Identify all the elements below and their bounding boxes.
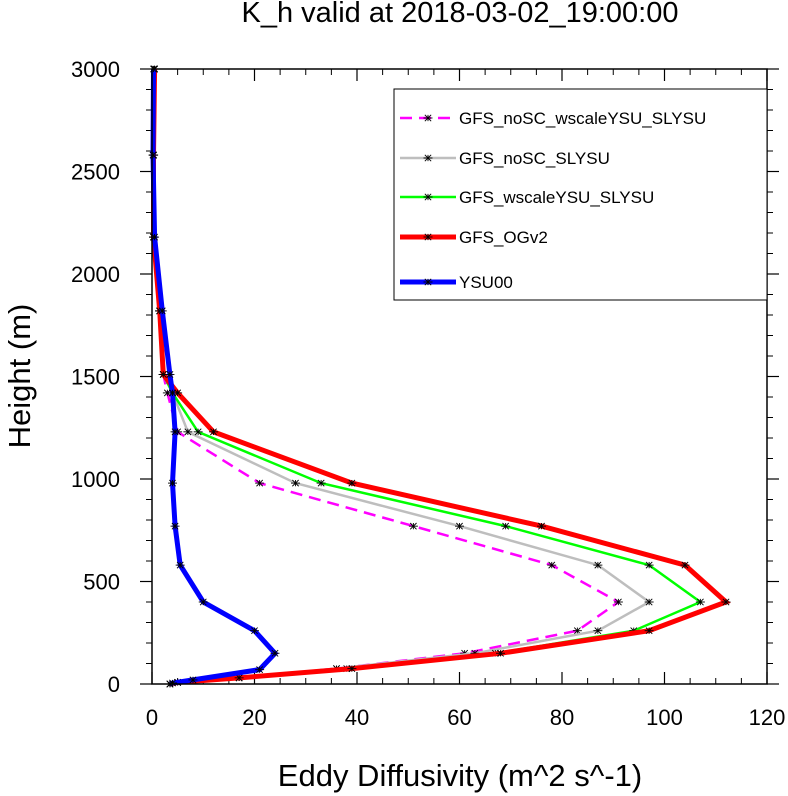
data-point <box>695 598 705 606</box>
data-point <box>680 561 690 569</box>
plot-frame <box>151 68 768 685</box>
legend-marker <box>423 278 433 286</box>
data-point <box>255 666 265 674</box>
data-point <box>291 479 300 487</box>
data-point <box>183 428 193 436</box>
chart-title: K_h valid at 2018-03-02_19:00:00 <box>242 0 679 29</box>
data-point <box>316 479 326 487</box>
series-lines <box>148 65 731 688</box>
data-point <box>455 522 464 530</box>
data-point <box>347 479 357 487</box>
data-point <box>593 627 603 635</box>
legend-label: GFS_OGv2 <box>459 228 548 247</box>
data-point <box>255 479 265 487</box>
x-tick-label: 60 <box>447 705 471 730</box>
legend-marker <box>423 193 433 201</box>
legend-item: YSU00 <box>400 273 513 292</box>
data-point <box>613 598 623 606</box>
legend: GFS_noSC_wscaleYSU_SLYSU GFS_noSC_SLYSU GF… <box>393 88 768 301</box>
legend-item: GFS_wscaleYSU_SLYSU <box>400 188 654 207</box>
data-point <box>496 649 505 657</box>
data-point <box>157 307 167 315</box>
data-point <box>501 522 511 530</box>
legend-marker <box>423 114 433 122</box>
legend-item: GFS_noSC_wscaleYSU_SLYSU <box>400 109 706 128</box>
y-tick-label: 3000 <box>71 57 120 82</box>
data-point <box>234 674 244 682</box>
y-tick-label: 500 <box>83 570 120 595</box>
axis-ticks: 0 20 40 60 80 100 120 0 500 1000 1500 2000 2500 3000 <box>71 57 785 730</box>
x-tick-label: 120 <box>749 705 786 730</box>
y-tick-label: 1500 <box>71 365 120 390</box>
series-YSU00 <box>148 65 280 688</box>
data-point <box>188 676 198 684</box>
legend-marker <box>423 233 433 241</box>
series-line <box>150 68 279 687</box>
legend-item: GFS_OGv2 <box>400 228 548 247</box>
x-tick-label: 0 <box>146 705 158 730</box>
data-point <box>170 428 180 436</box>
legend-label: YSU00 <box>459 273 513 292</box>
x-tick-label: 40 <box>345 705 369 730</box>
x-tick-label: 100 <box>646 705 683 730</box>
data-point <box>572 627 582 635</box>
data-point <box>198 598 208 606</box>
x-tick-label: 20 <box>242 705 266 730</box>
data-point <box>408 522 418 530</box>
legend-label: GFS_noSC_SLYSU <box>459 149 610 168</box>
legend-marker <box>423 154 433 162</box>
data-point <box>644 598 654 606</box>
x-axis-label: Eddy Diffusivity (m^2 s^-1) <box>278 758 642 793</box>
data-point <box>644 627 654 635</box>
data-point <box>168 479 177 487</box>
legend-box <box>393 88 768 301</box>
data-point <box>593 561 603 569</box>
data-point <box>175 561 185 569</box>
data-point <box>537 522 546 530</box>
data-point <box>209 428 218 436</box>
y-tick-label: 2500 <box>71 160 120 185</box>
data-point <box>547 561 557 569</box>
y-tick-label: 0 <box>108 672 120 697</box>
y-axis-label: Height (m) <box>2 304 37 449</box>
data-point <box>644 561 654 569</box>
legend-label: GFS_wscaleYSU_SLYSU <box>459 188 654 207</box>
data-point <box>270 649 280 657</box>
legend-label: GFS_noSC_wscaleYSU_SLYSU <box>459 109 706 128</box>
x-tick-label: 80 <box>550 705 574 730</box>
data-point <box>250 627 259 635</box>
y-tick-label: 1000 <box>71 467 120 492</box>
data-point <box>165 370 175 378</box>
data-point <box>168 389 177 397</box>
data-point <box>170 522 180 530</box>
y-tick-label: 2000 <box>71 262 120 287</box>
data-point <box>148 151 158 159</box>
data-point <box>721 598 731 606</box>
data-point <box>347 665 357 673</box>
data-point <box>193 428 203 436</box>
legend-item: GFS_noSC_SLYSU <box>400 149 610 168</box>
